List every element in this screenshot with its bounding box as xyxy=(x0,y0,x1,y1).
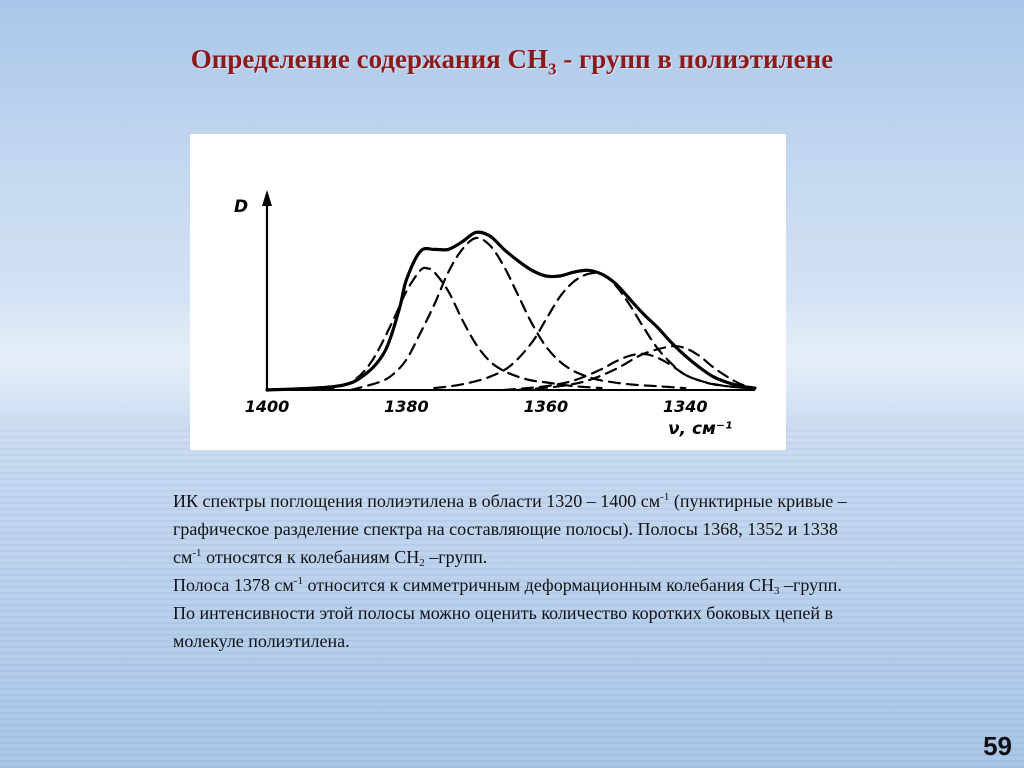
caption-text: относится к симметричным деформационным … xyxy=(302,575,774,595)
title-subscript: 3 xyxy=(548,59,557,79)
background-water xyxy=(0,430,1024,768)
caption-superscript: -1 xyxy=(192,547,202,559)
caption-text: –групп. xyxy=(424,547,488,567)
chart-canvas: D ν, см⁻¹ 1400 1380 1360 1340 xyxy=(234,190,757,439)
component-band-curve-4 xyxy=(502,352,750,392)
component-band-curve-2 xyxy=(349,236,687,392)
series-layer xyxy=(265,230,757,392)
component-band-curve-1 xyxy=(321,266,603,392)
x-tick-label: 1340 xyxy=(663,397,708,416)
x-tick-label: 1380 xyxy=(384,397,429,416)
caption-superscript: -1 xyxy=(660,491,670,503)
caption-text: относятся к колебаниям CH xyxy=(201,547,420,567)
caption-paragraph-2: Полоса 1378 см-1 относится к симметричны… xyxy=(173,571,853,655)
caption-text: (пунктирные кривые –графическое разделен… xyxy=(173,491,847,567)
caption-subscript: 3 xyxy=(773,585,780,597)
caption: ИК спектры поглощения полиэтилена в обла… xyxy=(173,487,853,655)
slide-title: Определение содержания CH3 - групп в пол… xyxy=(0,44,1024,79)
page-number: 59 xyxy=(983,731,1012,761)
total-spectrum-curve xyxy=(265,230,757,392)
title-rest: - групп в полиэтилене xyxy=(556,44,834,74)
caption-text: Полоса 1378 см xyxy=(173,575,294,595)
x-tick-label: 1400 xyxy=(245,397,290,416)
component-band-curve-5 xyxy=(516,344,757,392)
caption-superscript: -1 xyxy=(293,575,303,587)
y-axis-arrow xyxy=(262,190,272,206)
caption-text: ИК спектры поглощения полиэтилена в обла… xyxy=(173,491,661,511)
y-axis-label: D xyxy=(234,197,248,217)
ir-spectrum-chart: D ν, см⁻¹ 1400 1380 1360 1340 xyxy=(190,134,786,450)
caption-text: –групп. По интенсивности этой полосы мож… xyxy=(173,575,842,651)
x-tick-label: 1360 xyxy=(524,397,569,416)
component-band-curve-3 xyxy=(433,271,750,390)
caption-subscript: 2 xyxy=(419,557,425,569)
x-tick-labels: 1400 1380 1360 1340 xyxy=(245,397,708,416)
x-axis-label: ν, см⁻¹ xyxy=(668,419,732,439)
caption-paragraph-1: ИК спектры поглощения полиэтилена в обла… xyxy=(173,487,853,571)
title-main: Определение содержания CH xyxy=(190,44,549,74)
